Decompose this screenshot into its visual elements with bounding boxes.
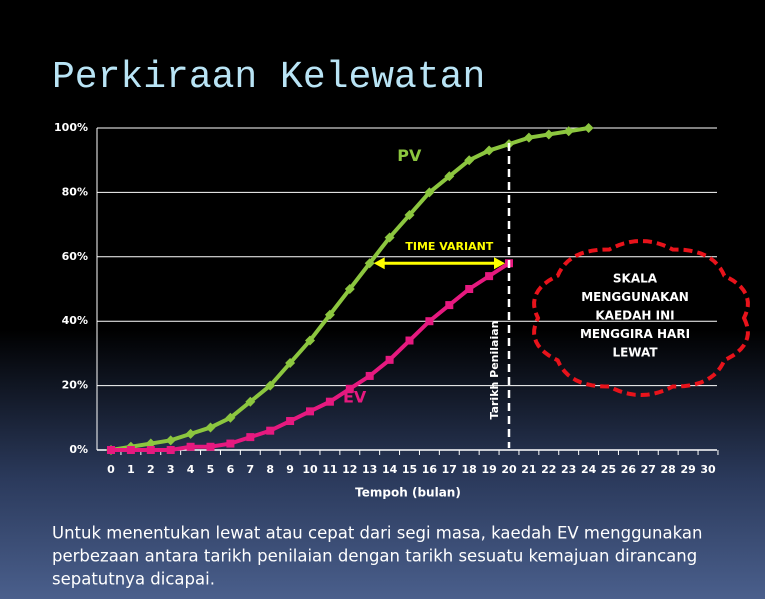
point [324, 309, 335, 320]
point [384, 232, 395, 243]
point [286, 417, 295, 426]
x-tick-label: 27 [641, 463, 656, 476]
slide-title: Perkiraan Kelewatan [52, 56, 485, 99]
point [166, 446, 175, 454]
x-tick-label: 1 [127, 463, 135, 476]
point [405, 336, 414, 345]
cloud-text: KAEDAH INI [595, 309, 674, 323]
point [126, 446, 135, 454]
status-date-label: Tarikh Penilaian [488, 320, 501, 419]
point [107, 446, 115, 454]
point [266, 426, 275, 435]
point [563, 126, 574, 137]
x-tick-label: 21 [521, 463, 536, 476]
footer-line: Untuk menentukan lewat atau cepat dari s… [52, 524, 702, 543]
arrow-head [494, 257, 505, 270]
x-tick-label: 17 [442, 463, 457, 476]
x-tick-label: 18 [462, 463, 477, 476]
point [206, 442, 215, 451]
x-tick-label: 24 [581, 463, 597, 476]
x-tick-label: 4 [187, 463, 195, 476]
point [583, 123, 594, 133]
x-tick-label: 0 [107, 463, 115, 476]
cloud-text: MENGGUNAKAN [581, 290, 689, 304]
x-tick-label: 26 [621, 463, 637, 476]
point [543, 129, 554, 140]
point [344, 284, 355, 294]
point [385, 355, 394, 364]
y-tick-label: 20% [62, 379, 88, 392]
point [444, 171, 455, 182]
y-tick-label: 0% [69, 443, 88, 456]
point [465, 285, 474, 293]
point [265, 380, 276, 391]
x-axis-label: Tempoh (bulan) [355, 486, 461, 500]
point [305, 335, 315, 346]
footer-line: perbezaan antara tarikh penilaian dengan… [52, 547, 697, 566]
cloud-text: SKALA [613, 272, 658, 286]
point [365, 371, 374, 380]
x-tick-label: 8 [266, 463, 274, 476]
point [186, 442, 195, 451]
x-tick-label: 15 [402, 463, 417, 476]
time-variant-label: TIME VARIANT [405, 240, 493, 253]
point [464, 155, 475, 166]
x-tick-label: 3 [167, 463, 175, 476]
point [165, 435, 176, 446]
series-label: PV [397, 146, 422, 165]
point [345, 384, 354, 393]
point [445, 301, 454, 310]
x-tick-label: 12 [342, 463, 357, 476]
x-tick-label: 19 [481, 463, 496, 476]
point [205, 422, 216, 433]
x-tick-label: 5 [207, 463, 215, 476]
cloud-text: LEWAT [612, 346, 658, 360]
x-tick-label: 9 [286, 463, 294, 476]
x-tick-label: 22 [541, 463, 556, 476]
point [485, 272, 494, 281]
point [404, 209, 415, 220]
series-line [111, 261, 511, 452]
point [364, 258, 375, 269]
y-tick-label: 40% [62, 314, 88, 327]
point [245, 396, 256, 407]
x-tick-label: 11 [322, 463, 337, 476]
point [146, 446, 155, 454]
x-tick-label: 29 [680, 463, 695, 476]
point [246, 433, 255, 442]
point [306, 407, 314, 416]
x-tick-label: 25 [601, 463, 616, 476]
y-tick-label: 80% [62, 185, 88, 198]
y-tick-label: 100% [54, 121, 88, 134]
x-tick-label: 16 [422, 463, 438, 476]
point [325, 397, 334, 406]
x-tick-label: 14 [382, 463, 398, 476]
point [484, 145, 495, 156]
point [225, 412, 236, 423]
x-tick-label: 30 [700, 463, 716, 476]
point [425, 317, 434, 326]
arrow-head [373, 257, 385, 270]
x-tick-label: 2 [147, 463, 155, 476]
point [185, 428, 196, 439]
y-tick-label: 60% [62, 250, 88, 263]
cloud-text: MENGGIRA HARI [580, 327, 690, 341]
point [523, 132, 534, 143]
point [424, 187, 435, 198]
x-tick-label: 10 [302, 463, 318, 476]
x-tick-label: 23 [561, 463, 576, 476]
cloud-callout [532, 238, 750, 398]
x-tick-label: 7 [246, 463, 254, 476]
x-tick-label: 6 [227, 463, 235, 476]
x-tick-label: 20 [501, 463, 517, 476]
footer-line: sepatutnya dicapai. [52, 570, 215, 589]
series-label: EV [343, 387, 367, 406]
footer: Untuk menentukan lewat atau cepat dari s… [52, 524, 702, 589]
point [226, 439, 235, 448]
x-tick-label: 28 [661, 463, 676, 476]
point [285, 358, 296, 369]
x-tick-label: 13 [362, 463, 377, 476]
